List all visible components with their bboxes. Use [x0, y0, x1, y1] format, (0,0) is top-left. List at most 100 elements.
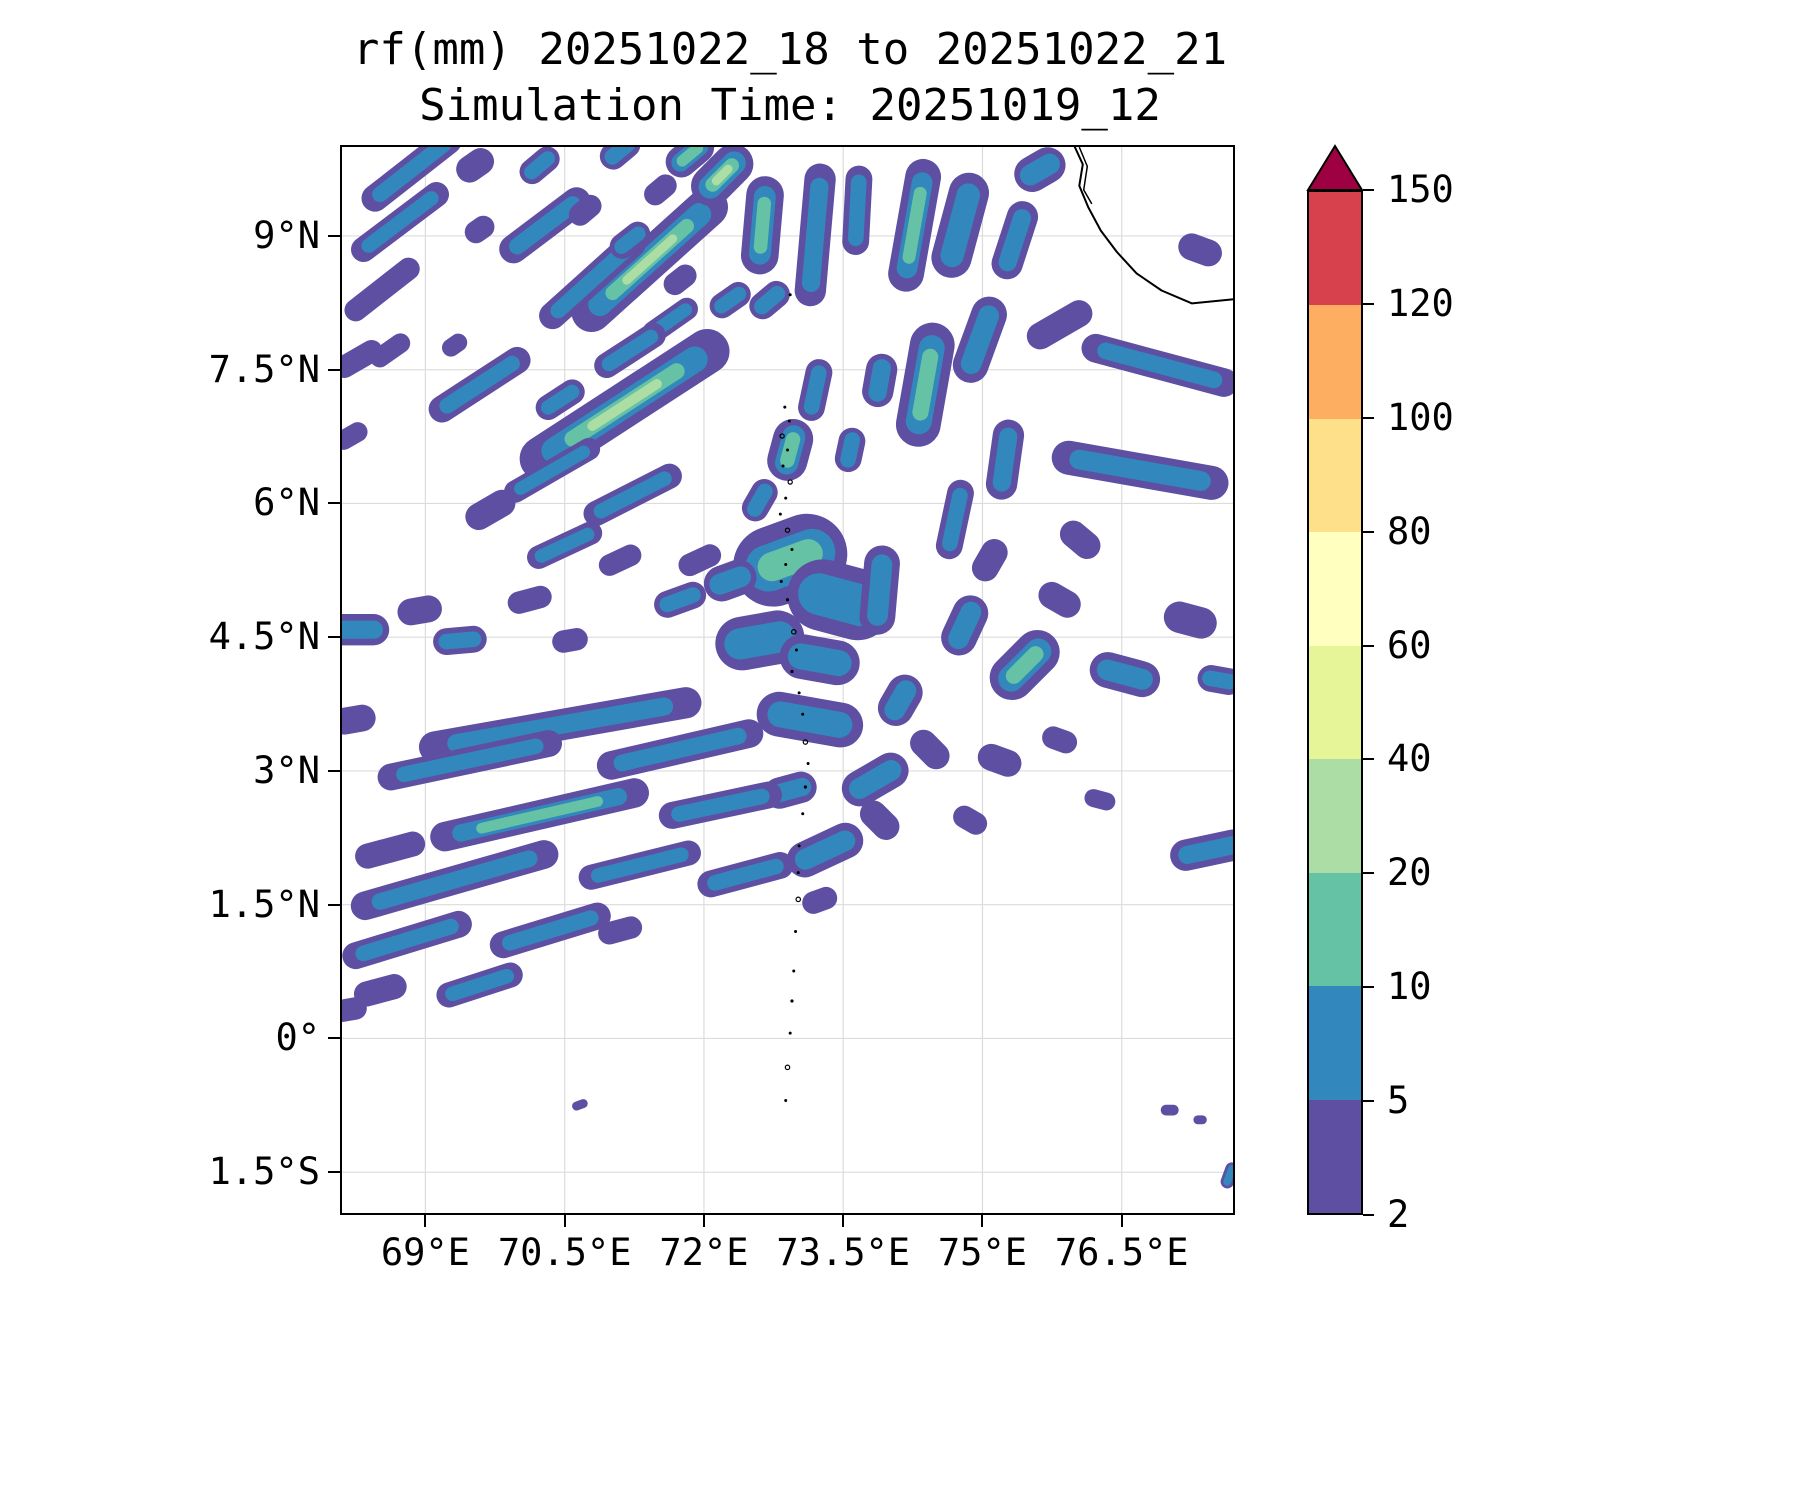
colorbar-tick-mark	[1363, 302, 1374, 305]
rain-contour-level-1	[794, 830, 856, 870]
colorbar-tick-label: 150	[1387, 168, 1454, 211]
rain-cell	[1170, 829, 1235, 871]
colorbar-tick-mark	[1363, 189, 1374, 191]
y-axis-tick-label: 1.5°S	[208, 1150, 320, 1194]
colorbar-tick-mark	[1363, 644, 1374, 647]
y-axis-tick-label: 9°N	[253, 213, 320, 257]
island-dot	[784, 1064, 791, 1071]
rain-cell	[663, 264, 697, 296]
figure-subtitle: Simulation Time: 20251019_12	[419, 80, 1161, 131]
x-axis-tick-label: 69°E	[380, 1231, 470, 1274]
rain-contour-level-0	[1038, 581, 1081, 618]
y-axis-tick-label: 1.5°N	[208, 882, 320, 926]
colorbar-tick-mark	[1363, 416, 1374, 419]
island-dot	[783, 405, 787, 409]
rain-contour-level-1	[1096, 659, 1153, 690]
island-dot	[784, 527, 791, 533]
rain-cell	[690, 145, 754, 207]
rainfall-field	[340, 145, 1235, 1189]
rain-contour-level-3	[622, 234, 678, 285]
rain-contour-level-0	[572, 1099, 588, 1111]
rain-cell	[344, 257, 420, 322]
rain-cell	[1220, 1162, 1235, 1189]
colorbar-tick-mark	[1363, 872, 1374, 875]
rain-cell	[361, 145, 462, 212]
rain-cell	[568, 194, 602, 226]
coastline-path	[1072, 145, 1235, 305]
rain-contour-level-1	[438, 631, 482, 650]
y-axis-tick-mark	[328, 368, 340, 371]
island-dot	[779, 580, 783, 584]
rain-cell	[369, 333, 411, 368]
rain-cell	[441, 333, 468, 357]
rain-cell	[436, 962, 523, 1008]
rain-contour-level-1	[714, 286, 747, 314]
colorbar-extend-triangle	[1306, 144, 1364, 191]
rain-cell	[1193, 1115, 1207, 1125]
rain-contour-level-0	[1026, 300, 1093, 350]
island-dot	[797, 691, 801, 695]
rain-contour-level-1	[724, 621, 796, 660]
rain-contour-level-1	[601, 329, 659, 372]
rain-contour-level-0	[1163, 601, 1217, 639]
rain-cell	[351, 182, 449, 262]
y-axis-tick-label: 6°N	[253, 481, 320, 525]
rain-contour-level-1	[671, 788, 770, 822]
rain-contour-level-2	[676, 145, 704, 167]
colorbar-tick-label: 5	[1387, 1079, 1410, 1123]
map-plot	[340, 145, 1235, 1215]
rain-cell	[697, 852, 794, 898]
x-axis-tick-label: 73.5°E	[776, 1231, 911, 1274]
rain-contour-level-1	[948, 601, 982, 650]
rain-cell	[798, 359, 833, 421]
island-dot	[787, 419, 791, 423]
rain-contour-level-0	[859, 800, 900, 840]
island-dot	[790, 629, 797, 635]
colorbar-tick-mark	[1363, 986, 1374, 989]
y-axis-tick-mark	[328, 234, 340, 237]
colorbar-tick-label: 10	[1387, 965, 1432, 1009]
rain-contour-level-1	[848, 174, 867, 247]
rain-cell	[989, 629, 1060, 701]
rain-cell	[596, 719, 764, 780]
rain-contour-level-0	[465, 489, 516, 531]
rain-contour-level-1	[849, 759, 902, 800]
rain-contour-level-1	[372, 145, 452, 203]
rain-cell	[740, 176, 784, 275]
colorbar-tick-label: 80	[1387, 509, 1432, 553]
x-axis-tick-mark	[702, 1215, 705, 1227]
rain-cell	[877, 674, 923, 726]
rain-contour-level-1	[340, 620, 383, 639]
rain-contour-level-0	[340, 339, 383, 379]
x-axis-tick-mark	[424, 1215, 427, 1227]
rain-contour-level-1	[840, 432, 860, 468]
island-dot	[801, 712, 805, 716]
rain-contour-level-1	[541, 384, 580, 415]
rain-contour-level-1	[998, 209, 1032, 272]
island-chain	[778, 293, 810, 1103]
y-axis-tick-mark	[328, 636, 340, 639]
rain-contour-level-1	[509, 196, 581, 255]
colorbar-tick-mark	[1363, 1100, 1374, 1103]
rain-cell	[985, 419, 1025, 500]
rain-contour-level-0	[598, 544, 642, 576]
rain-cell	[991, 201, 1039, 280]
rain-cell	[888, 158, 942, 292]
rain-contour-level-0	[344, 257, 420, 322]
rain-contour-level-1	[709, 566, 752, 595]
rain-contour-level-0	[977, 743, 1022, 777]
rain-contour-level-1	[1019, 153, 1060, 186]
island-dot	[794, 648, 798, 652]
rain-contour-level-1	[445, 968, 515, 1002]
island-dot	[788, 293, 792, 297]
y-axis-tick-label: 0°	[275, 1016, 320, 1060]
rain-cell	[342, 910, 472, 970]
rain-contour-level-1	[960, 305, 999, 374]
rain-contour-level-0	[353, 974, 407, 1007]
x-axis-tick-label: 70.5°E	[497, 1231, 632, 1274]
rain-cell	[1084, 789, 1116, 811]
island-dot	[794, 929, 798, 933]
rain-contour-level-0	[678, 544, 722, 577]
rain-cell	[507, 585, 552, 614]
